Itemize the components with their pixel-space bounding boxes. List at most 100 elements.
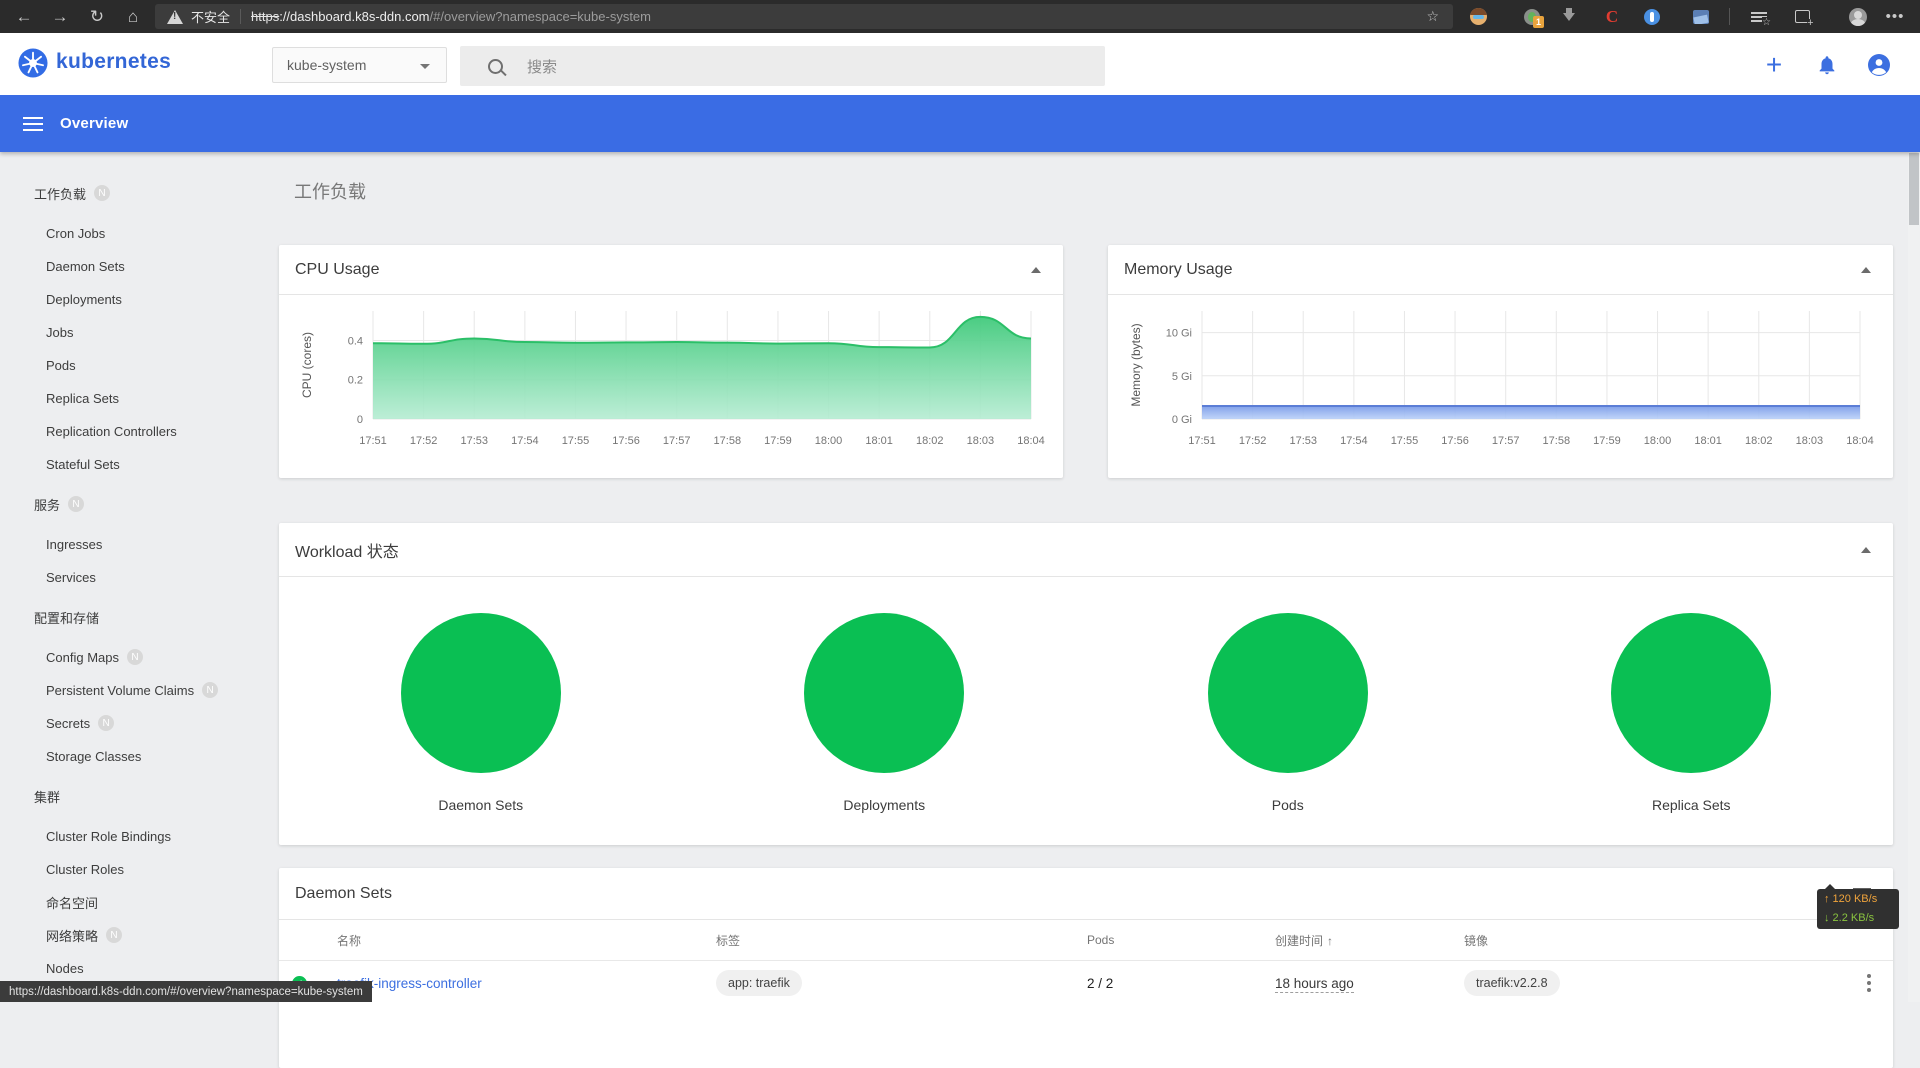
svg-text:0.2: 0.2	[348, 375, 363, 387]
daemonset-link[interactable]: traefik-ingress-controller	[337, 975, 482, 991]
forward-icon[interactable]: →	[51, 6, 69, 26]
search-placeholder: 搜索	[527, 58, 558, 76]
svg-text:5 Gi: 5 Gi	[1172, 371, 1192, 383]
toolbar-separator	[1729, 8, 1730, 25]
sidebar-item-stateful-sets[interactable]: Stateful Sets	[46, 454, 120, 474]
sidebar-group-服务[interactable]: 服务 N	[34, 494, 85, 514]
notifications-bell-icon[interactable]	[1811, 49, 1843, 81]
sidebar-item-网络策略[interactable]: 网络策略 N	[46, 925, 123, 945]
create-resource-button[interactable]: +	[1765, 49, 1783, 80]
favorites-hub-icon[interactable]	[1744, 0, 1774, 33]
sidebar-item-cluster-roles[interactable]: Cluster Roles	[46, 859, 124, 879]
back-icon[interactable]: ←	[15, 6, 33, 26]
sidebar-item-nodes-label: Nodes	[46, 960, 84, 976]
sidebar-item-replica-sets[interactable]: Replica Sets	[46, 388, 119, 408]
svg-text:18:03: 18:03	[967, 435, 995, 447]
sidebar-item-config-maps-label: Config Maps	[46, 649, 119, 665]
sidebar-group-配置和存储[interactable]: 配置和存储	[34, 607, 99, 627]
memory-card-title: Memory Usage	[1124, 260, 1233, 278]
sidebar-item-命名空间[interactable]: 命名空间	[46, 892, 98, 912]
sidebar-item-cron-jobs[interactable]: Cron Jobs	[46, 223, 105, 243]
svg-text:17:52: 17:52	[410, 435, 438, 447]
sidebar-item-cluster-role-bindings[interactable]: Cluster Role Bindings	[46, 826, 171, 846]
new-badge: N	[94, 185, 111, 201]
sidebar-item-daemon-sets[interactable]: Daemon Sets	[46, 256, 125, 276]
memory-usage-chart: 17:51 17:52 17:53 17:54 17:55 17:56 17:57 17:58…	[1116, 299, 1884, 474]
sidebar-group-集群[interactable]: 集群	[34, 786, 60, 806]
extension-c-icon[interactable]: C	[1605, 6, 1619, 26]
image-chip: traefik:v2.2.8	[1464, 970, 1560, 996]
kubernetes-logo-icon	[18, 48, 48, 78]
sidebar-item-网络策略-label: 网络策略	[46, 928, 99, 944]
col-images[interactable]: 镜像	[1464, 933, 1489, 948]
sidebar-item-cron-jobs-label: Cron Jobs	[46, 225, 106, 241]
daemon-sets-card: Daemon Sets 名称 标签 Pods 创建时间↑ 镜像 ✓ traefi…	[279, 868, 1893, 1068]
extension-image-icon[interactable]	[1686, 0, 1716, 33]
sidebar-item-secrets[interactable]: Secrets N	[46, 713, 115, 733]
row-menu-icon[interactable]	[1867, 973, 1871, 994]
workload-status-card: Workload 状态 Daemon Sets Deployments Pods…	[279, 523, 1893, 845]
svg-text:17:55: 17:55	[562, 435, 590, 447]
extension-avatar-icon[interactable]	[1463, 0, 1493, 33]
sidebar-item-pods[interactable]: Pods	[46, 355, 76, 375]
refresh-icon[interactable]: ↻	[89, 6, 105, 26]
menu-hamburger-icon[interactable]	[23, 113, 43, 135]
profile-avatar[interactable]	[1843, 0, 1873, 33]
col-labels[interactable]: 标签	[716, 933, 741, 948]
sidebar-item-replication-controllers[interactable]: Replication Controllers	[46, 421, 177, 441]
workload-status-circles: Daemon Sets Deployments Pods Replica Set…	[279, 577, 1893, 813]
extension-blue-icon[interactable]	[1637, 0, 1667, 33]
sidebar-item-ingresses[interactable]: Ingresses	[46, 534, 102, 554]
sidebar-group-配置和存储-label: 配置和存储	[34, 610, 100, 626]
sidebar-item-config-maps[interactable]: Config Maps N	[46, 647, 143, 667]
col-name[interactable]: 名称	[337, 933, 362, 948]
sidebar-item-nodes[interactable]: Nodes	[46, 958, 84, 978]
extension-badge: 1	[1532, 15, 1544, 28]
favorite-star-icon[interactable]: ☆	[1426, 8, 1439, 24]
sidebar-item-jobs[interactable]: Jobs	[46, 322, 73, 342]
sidebar-item-daemon-sets-label: Daemon Sets	[46, 258, 125, 274]
new-badge: N	[126, 649, 143, 665]
daemon-sets-status-circle	[400, 613, 561, 773]
sidebar-item-services[interactable]: Services	[46, 567, 96, 587]
svg-text:17:59: 17:59	[764, 435, 792, 447]
chevron-down-icon	[420, 64, 430, 69]
collapse-arrow-icon[interactable]	[1861, 546, 1871, 553]
app-header: kubernetes kube-system 搜索 +	[0, 33, 1920, 95]
col-pods[interactable]: Pods	[1087, 933, 1115, 947]
col-created[interactable]: 创建时间 ↑	[1275, 933, 1334, 948]
sidebar-item-persistent-volume-claims[interactable]: Persistent Volume Claims N	[46, 680, 219, 700]
page-toolbar-title: Overview	[60, 115, 129, 132]
cpu-usage-card: CPU Usage 17:51 17:52 17:53 17:54 17:55 17:56…	[279, 245, 1063, 478]
svg-text:18:04: 18:04	[1017, 435, 1045, 447]
downloads-icon[interactable]	[1554, 0, 1584, 33]
extension-status-icon[interactable]: 1	[1517, 0, 1547, 33]
sidebar-item-storage-classes[interactable]: Storage Classes	[46, 746, 141, 766]
svg-text:18:00: 18:00	[1644, 435, 1672, 447]
sidebar-item-pods-label: Pods	[46, 357, 76, 373]
collapse-arrow-icon[interactable]	[1031, 266, 1041, 273]
svg-text:17:56: 17:56	[1441, 435, 1469, 447]
account-icon[interactable]	[1863, 49, 1895, 81]
browser-toolbar: ← → ↻ ⌂ 不安全 https://dashboard.k8s-ddn.co…	[0, 0, 1920, 33]
sidebar-item-replication-controllers-label: Replication Controllers	[46, 423, 177, 439]
home-icon[interactable]: ⌂	[127, 6, 139, 26]
collapse-arrow-icon[interactable]	[1861, 266, 1871, 273]
svg-text:17:51: 17:51	[359, 435, 387, 447]
sidebar-item-secrets-label: Secrets	[46, 715, 91, 731]
sidebar-group-工作负载[interactable]: 工作负载 N	[34, 183, 111, 203]
scrollbar-thumb[interactable]	[1909, 153, 1919, 225]
collections-icon[interactable]	[1787, 0, 1817, 33]
sidebar-item-deployments[interactable]: Deployments	[46, 289, 122, 309]
site-warning-icon[interactable]	[167, 9, 183, 24]
sidebar-item-命名空间-label: 命名空间	[46, 895, 99, 911]
search-input[interactable]: 搜索	[460, 46, 1105, 86]
browser-menu-icon[interactable]: •••	[1885, 8, 1905, 25]
namespace-selector[interactable]: kube-system	[272, 47, 447, 83]
address-bar[interactable]: 不安全 https://dashboard.k8s-ddn.com/#/over…	[155, 4, 1453, 29]
status-cell-pods: Pods	[1086, 577, 1490, 813]
svg-text:17:54: 17:54	[1340, 435, 1368, 447]
pods-status-circle	[1207, 613, 1368, 773]
svg-text:18:01: 18:01	[865, 435, 893, 447]
svg-text:17:51: 17:51	[1188, 435, 1216, 447]
